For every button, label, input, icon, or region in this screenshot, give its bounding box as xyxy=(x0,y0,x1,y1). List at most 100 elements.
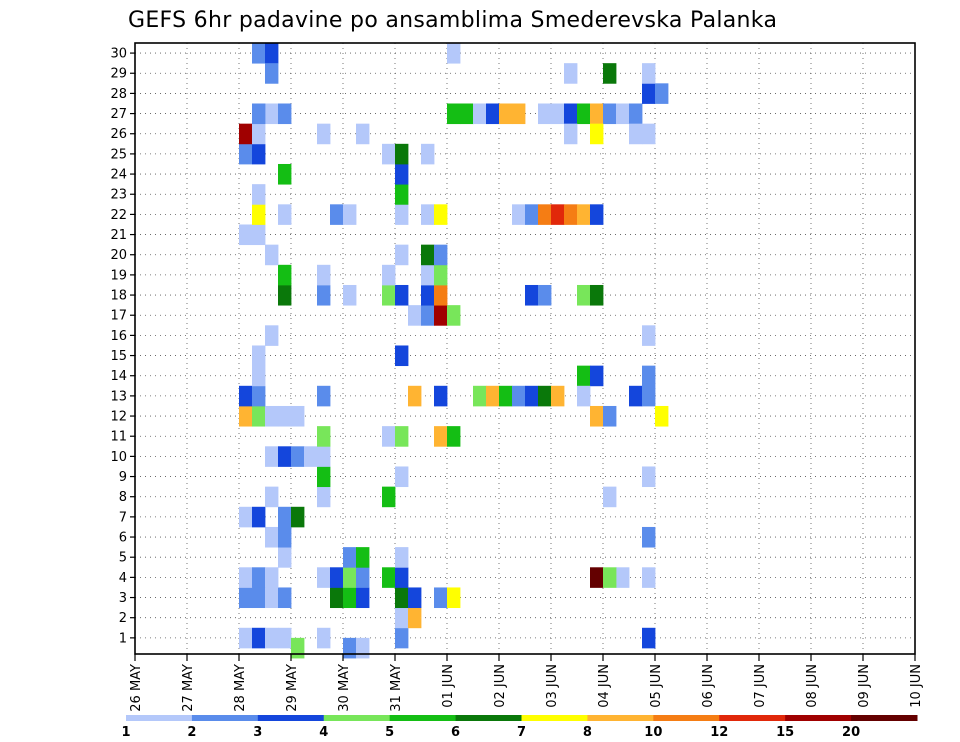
heatmap-cell xyxy=(239,143,253,165)
heatmap-cell xyxy=(395,244,409,266)
heatmap-cell xyxy=(382,567,396,588)
heatmap-cell xyxy=(252,103,266,125)
y-tick-label: 28 xyxy=(110,87,127,102)
heatmap-cell xyxy=(356,587,370,609)
heatmap-cell xyxy=(447,587,461,609)
heatmap-cell xyxy=(486,385,500,407)
heatmap-cell xyxy=(317,567,331,588)
heatmap-cell xyxy=(395,547,409,568)
heatmap-cell xyxy=(564,204,578,225)
colorbar: 1 2 3 4 5 6 7 8 10 12 15 20 xyxy=(121,715,918,740)
heatmap-cell xyxy=(395,426,409,447)
heatmap-cell xyxy=(421,305,435,326)
heatmap-cell xyxy=(590,204,604,225)
heatmap-cell xyxy=(421,284,435,306)
x-tick-label: 10 JUN xyxy=(909,664,924,708)
y-tick-label: 17 xyxy=(110,309,127,324)
heatmap-cell xyxy=(538,284,552,306)
x-tick-label: 04 JUN xyxy=(597,664,612,708)
heatmap-cell xyxy=(252,506,266,528)
heatmap-cell xyxy=(239,567,253,588)
heatmap-cell xyxy=(421,204,435,225)
y-tick-label: 23 xyxy=(110,188,127,203)
heatmap-cell xyxy=(382,284,396,306)
heatmap-cell xyxy=(382,426,396,447)
heatmap-cell xyxy=(603,567,617,588)
x-tick-label: 29 MAY xyxy=(285,664,300,712)
y-tick-label: 25 xyxy=(110,147,127,162)
heatmap-cell xyxy=(239,627,253,649)
heatmap-cell xyxy=(395,466,409,488)
heatmap-cell xyxy=(252,627,266,649)
heatmap-cell xyxy=(278,103,292,125)
heatmap-cell xyxy=(603,103,617,125)
heatmap-cell xyxy=(642,385,656,407)
heatmap-cell xyxy=(629,385,643,407)
heatmap-cell xyxy=(473,385,487,407)
heatmap-cell xyxy=(616,567,630,588)
heatmap-cell xyxy=(278,627,292,649)
colorbar-swatch xyxy=(653,715,720,721)
heatmap-cell xyxy=(577,284,591,306)
y-tick-label: 30 xyxy=(110,47,127,62)
heatmap-cell xyxy=(252,123,266,145)
heatmap-cell xyxy=(252,224,266,246)
colorbar-label: 3 xyxy=(253,725,262,740)
heatmap-cell xyxy=(629,103,643,125)
heatmap-cell xyxy=(239,405,253,427)
heatmap-cell xyxy=(239,123,253,145)
heatmap-cell xyxy=(616,103,630,125)
heatmap-cell xyxy=(291,637,305,659)
heatmap-cell xyxy=(252,43,266,64)
y-axis: 1234567891011121314151617181920212223242… xyxy=(110,47,135,646)
x-tick-label: 27 MAY xyxy=(181,664,196,712)
colorbar-swatch xyxy=(389,715,457,721)
y-tick-label: 26 xyxy=(110,127,127,142)
colorbar-label: 12 xyxy=(710,725,728,740)
x-tick-label: 26 MAY xyxy=(129,664,144,712)
x-tick-label: 28 MAY xyxy=(233,664,248,712)
heatmap-cell xyxy=(486,103,500,125)
heatmap-cell xyxy=(525,284,539,306)
heatmap-cell xyxy=(512,103,526,125)
heatmap-cell xyxy=(291,446,305,467)
heatmap-cell xyxy=(356,637,370,659)
heatmap-cell xyxy=(538,103,552,125)
colorbar-label: 10 xyxy=(644,725,662,740)
heatmap-cell xyxy=(239,385,253,407)
x-tick-label: 05 JUN xyxy=(649,664,664,708)
heatmap-cell xyxy=(577,204,591,225)
heatmap-cell xyxy=(317,284,331,306)
heatmap-cell xyxy=(265,63,279,84)
heatmap-cell xyxy=(317,426,331,447)
plot-border xyxy=(134,42,916,655)
colorbar-swatch xyxy=(521,715,588,721)
heatmap-cell xyxy=(265,405,279,427)
colorbar-label: 5 xyxy=(385,725,394,740)
heatmap-cell xyxy=(525,385,539,407)
heatmap-cell xyxy=(252,204,266,225)
heatmap-cell xyxy=(551,385,565,407)
heatmap-cell xyxy=(265,587,279,609)
heatmap-cell xyxy=(564,63,578,84)
y-tick-label: 24 xyxy=(110,168,127,183)
heatmap-cell xyxy=(447,426,461,447)
colorbar-swatch xyxy=(719,715,786,721)
y-tick-label: 14 xyxy=(110,369,127,384)
heatmap-cell xyxy=(278,587,292,609)
y-tick-label: 4 xyxy=(119,571,127,586)
heatmap-cell xyxy=(434,204,448,225)
heatmap-cell xyxy=(278,547,292,568)
x-tick-label: 09 JUN xyxy=(857,664,872,708)
y-tick-label: 16 xyxy=(110,329,127,344)
heatmap-cell xyxy=(252,143,266,165)
y-tick-label: 10 xyxy=(110,450,127,465)
heatmap-cell xyxy=(577,385,591,407)
heatmap-cell xyxy=(395,163,409,185)
x-tick-label: 08 JUN xyxy=(805,664,820,708)
heatmap-cell xyxy=(590,123,604,145)
heatmap-cell xyxy=(278,163,292,185)
heatmap-cell xyxy=(642,123,656,145)
heatmap-cell xyxy=(642,567,656,588)
